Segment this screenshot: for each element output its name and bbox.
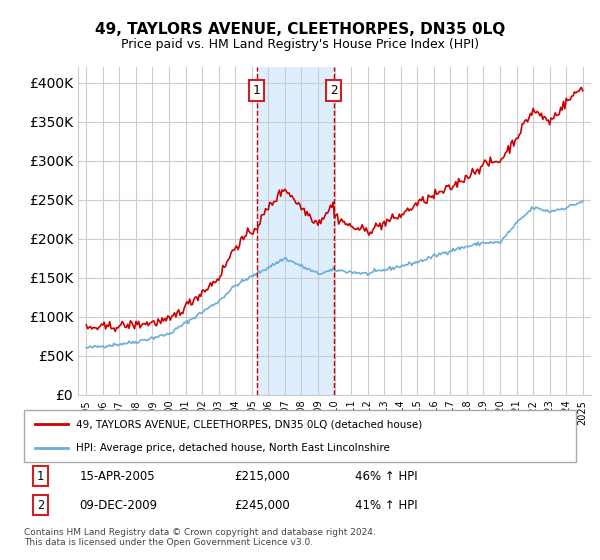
Text: 41% ↑ HPI: 41% ↑ HPI	[355, 499, 418, 512]
Text: 46% ↑ HPI: 46% ↑ HPI	[355, 469, 418, 483]
Text: Contains HM Land Registry data © Crown copyright and database right 2024.
This d: Contains HM Land Registry data © Crown c…	[24, 528, 376, 547]
Text: 1: 1	[37, 469, 44, 483]
Text: HPI: Average price, detached house, North East Lincolnshire: HPI: Average price, detached house, Nort…	[76, 443, 391, 453]
Text: Price paid vs. HM Land Registry's House Price Index (HPI): Price paid vs. HM Land Registry's House …	[121, 38, 479, 51]
Text: 2: 2	[330, 84, 337, 97]
Text: 49, TAYLORS AVENUE, CLEETHORPES, DN35 0LQ: 49, TAYLORS AVENUE, CLEETHORPES, DN35 0L…	[95, 22, 505, 38]
Text: 15-APR-2005: 15-APR-2005	[79, 469, 155, 483]
Bar	[257, 67, 334, 395]
Text: 1: 1	[253, 84, 260, 97]
Text: £215,000: £215,000	[234, 469, 290, 483]
Text: 2: 2	[37, 499, 44, 512]
Text: £245,000: £245,000	[234, 499, 290, 512]
Text: 09-DEC-2009: 09-DEC-2009	[79, 499, 157, 512]
Text: 49, TAYLORS AVENUE, CLEETHORPES, DN35 0LQ (detached house): 49, TAYLORS AVENUE, CLEETHORPES, DN35 0L…	[76, 419, 422, 430]
FancyBboxPatch shape	[24, 410, 576, 462]
